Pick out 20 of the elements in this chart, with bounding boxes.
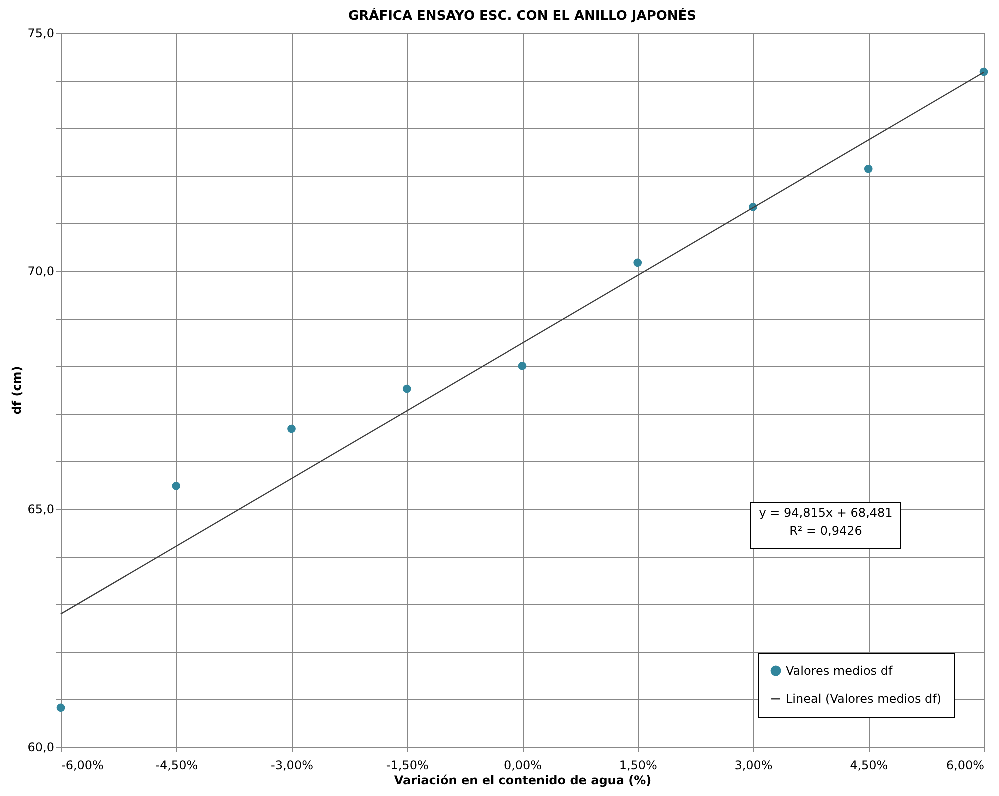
y-tick-label: 65,0 [28, 502, 54, 516]
x-axis-title: Variación en el contenido de agua (%) [394, 774, 652, 788]
y-tick-label: 75,0 [28, 26, 54, 40]
chart-title: GRÁFICA ENSAYO ESC. CON EL ANILLO JAPONÉS [348, 7, 697, 24]
x-tick-label: -4,50% [156, 758, 198, 772]
legend-label: Valores medios df [786, 664, 894, 678]
y-tick-label: 70,0 [28, 264, 54, 278]
x-tick-label: -3,00% [271, 758, 314, 772]
x-tick-label: -1,50% [386, 758, 429, 772]
x-tick-label: 6,00% [946, 758, 984, 772]
legend-label: Lineal (Valores medios df) [786, 692, 942, 706]
y-axis-title: df (cm) [10, 366, 24, 415]
annotation: y = 94,815x + 68,481 [759, 506, 893, 520]
x-tick-label: 1,50% [619, 758, 658, 772]
annotation: R² = 0,9426 [790, 524, 862, 538]
x-tick-label: -6,00% [62, 758, 104, 772]
x-tick-label: 4,50% [850, 758, 888, 772]
x-tick-label: 3,00% [734, 758, 773, 772]
x-tick-label: 0,00% [504, 758, 542, 772]
y-tick-label: 60,0 [28, 740, 54, 754]
